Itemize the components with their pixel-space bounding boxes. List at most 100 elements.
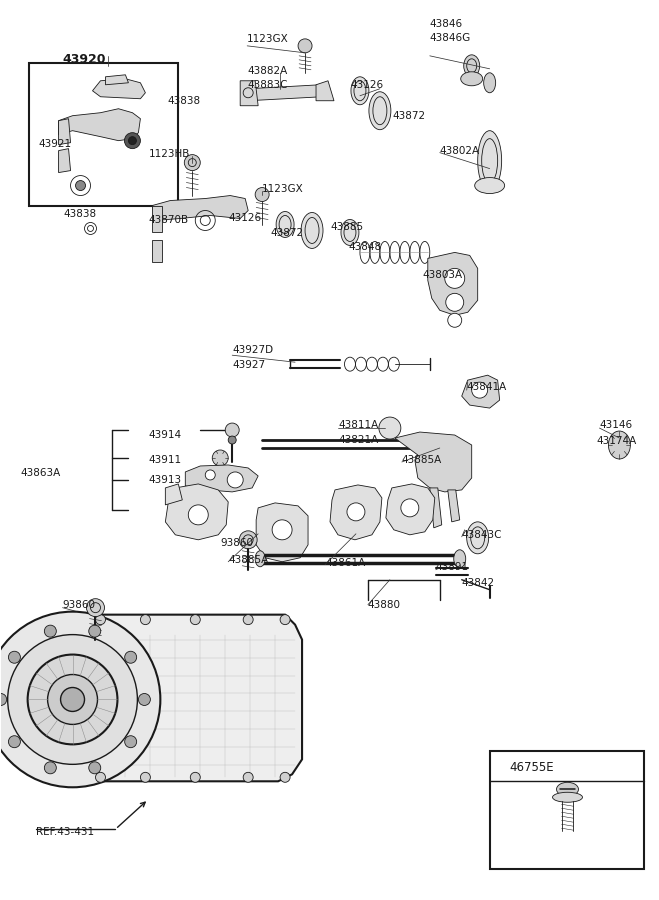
Ellipse shape xyxy=(461,72,482,86)
Bar xyxy=(28,63,179,205)
Polygon shape xyxy=(59,615,302,781)
Circle shape xyxy=(272,520,292,540)
Text: 43863A: 43863A xyxy=(20,468,61,478)
Circle shape xyxy=(228,436,236,444)
Text: 43911: 43911 xyxy=(148,455,181,465)
Circle shape xyxy=(225,423,239,437)
Polygon shape xyxy=(462,375,500,408)
Ellipse shape xyxy=(351,76,369,104)
Ellipse shape xyxy=(255,551,265,567)
Polygon shape xyxy=(185,465,258,492)
Text: 43811A: 43811A xyxy=(338,420,378,430)
Text: 43891: 43891 xyxy=(436,562,469,572)
Polygon shape xyxy=(428,252,478,315)
Ellipse shape xyxy=(276,212,294,238)
Ellipse shape xyxy=(379,417,401,439)
Circle shape xyxy=(76,181,86,191)
Polygon shape xyxy=(447,490,460,522)
Text: 43838: 43838 xyxy=(63,209,97,219)
Text: 43146: 43146 xyxy=(600,420,633,430)
Ellipse shape xyxy=(608,431,631,459)
Circle shape xyxy=(298,39,312,53)
Circle shape xyxy=(47,674,98,725)
Polygon shape xyxy=(430,488,442,527)
Text: 43920: 43920 xyxy=(63,53,106,66)
Circle shape xyxy=(96,615,105,625)
Circle shape xyxy=(9,735,20,748)
Circle shape xyxy=(8,634,138,764)
Text: 43885: 43885 xyxy=(330,222,363,232)
Ellipse shape xyxy=(369,92,391,130)
Text: 43803A: 43803A xyxy=(423,270,463,281)
Text: 43846: 43846 xyxy=(430,19,463,29)
Circle shape xyxy=(86,598,105,616)
Polygon shape xyxy=(165,484,228,540)
Circle shape xyxy=(280,772,290,782)
Circle shape xyxy=(125,132,140,148)
Circle shape xyxy=(44,761,56,774)
Circle shape xyxy=(243,772,253,782)
Circle shape xyxy=(227,472,243,488)
Ellipse shape xyxy=(454,550,466,568)
Ellipse shape xyxy=(552,792,583,802)
Polygon shape xyxy=(248,85,322,101)
Circle shape xyxy=(44,626,56,637)
Text: 43838: 43838 xyxy=(167,95,200,105)
Polygon shape xyxy=(386,484,435,535)
Circle shape xyxy=(140,772,150,782)
Circle shape xyxy=(190,615,200,625)
Circle shape xyxy=(445,293,464,311)
Text: 1123HB: 1123HB xyxy=(148,148,190,158)
Ellipse shape xyxy=(474,177,505,194)
Text: 43927: 43927 xyxy=(232,360,266,370)
Ellipse shape xyxy=(464,55,480,76)
Polygon shape xyxy=(256,503,308,562)
Circle shape xyxy=(140,615,150,625)
Circle shape xyxy=(212,450,228,466)
Polygon shape xyxy=(395,432,472,492)
Text: 1123GX: 1123GX xyxy=(247,34,289,44)
Circle shape xyxy=(188,505,208,525)
Text: REF.43-431: REF.43-431 xyxy=(36,827,94,837)
Text: 43880: 43880 xyxy=(368,599,401,609)
Circle shape xyxy=(9,652,20,663)
Circle shape xyxy=(125,735,136,748)
Text: 43872: 43872 xyxy=(393,111,426,121)
Text: 93860: 93860 xyxy=(220,538,253,548)
Text: 43913: 43913 xyxy=(148,475,181,485)
Text: 43885A: 43885A xyxy=(402,455,442,465)
Polygon shape xyxy=(105,75,129,85)
Polygon shape xyxy=(152,240,162,263)
Polygon shape xyxy=(92,79,146,99)
Text: 93860: 93860 xyxy=(63,599,96,609)
Circle shape xyxy=(447,313,462,328)
Circle shape xyxy=(401,499,419,517)
Polygon shape xyxy=(165,484,183,505)
Bar xyxy=(490,752,645,869)
Circle shape xyxy=(243,615,253,625)
Circle shape xyxy=(239,531,257,549)
Circle shape xyxy=(205,470,215,480)
Circle shape xyxy=(89,761,101,774)
Text: 43846G: 43846G xyxy=(430,33,471,43)
Text: 43843C: 43843C xyxy=(462,530,502,540)
Text: 46755E: 46755E xyxy=(509,761,554,774)
Polygon shape xyxy=(152,205,162,232)
Text: 43841A: 43841A xyxy=(467,382,507,392)
Text: 43126: 43126 xyxy=(228,212,262,222)
Circle shape xyxy=(138,694,150,706)
Circle shape xyxy=(96,772,105,782)
Circle shape xyxy=(255,187,269,202)
Circle shape xyxy=(129,137,136,145)
Text: 43126: 43126 xyxy=(350,80,383,90)
Circle shape xyxy=(185,155,200,171)
Circle shape xyxy=(190,772,200,782)
Text: 43883C: 43883C xyxy=(247,80,288,90)
Polygon shape xyxy=(152,195,248,220)
Polygon shape xyxy=(59,148,71,173)
Text: 43848: 43848 xyxy=(348,242,381,252)
Circle shape xyxy=(28,654,117,744)
Text: 43872: 43872 xyxy=(270,229,303,238)
Text: 43885A: 43885A xyxy=(228,554,268,565)
Ellipse shape xyxy=(484,73,496,93)
